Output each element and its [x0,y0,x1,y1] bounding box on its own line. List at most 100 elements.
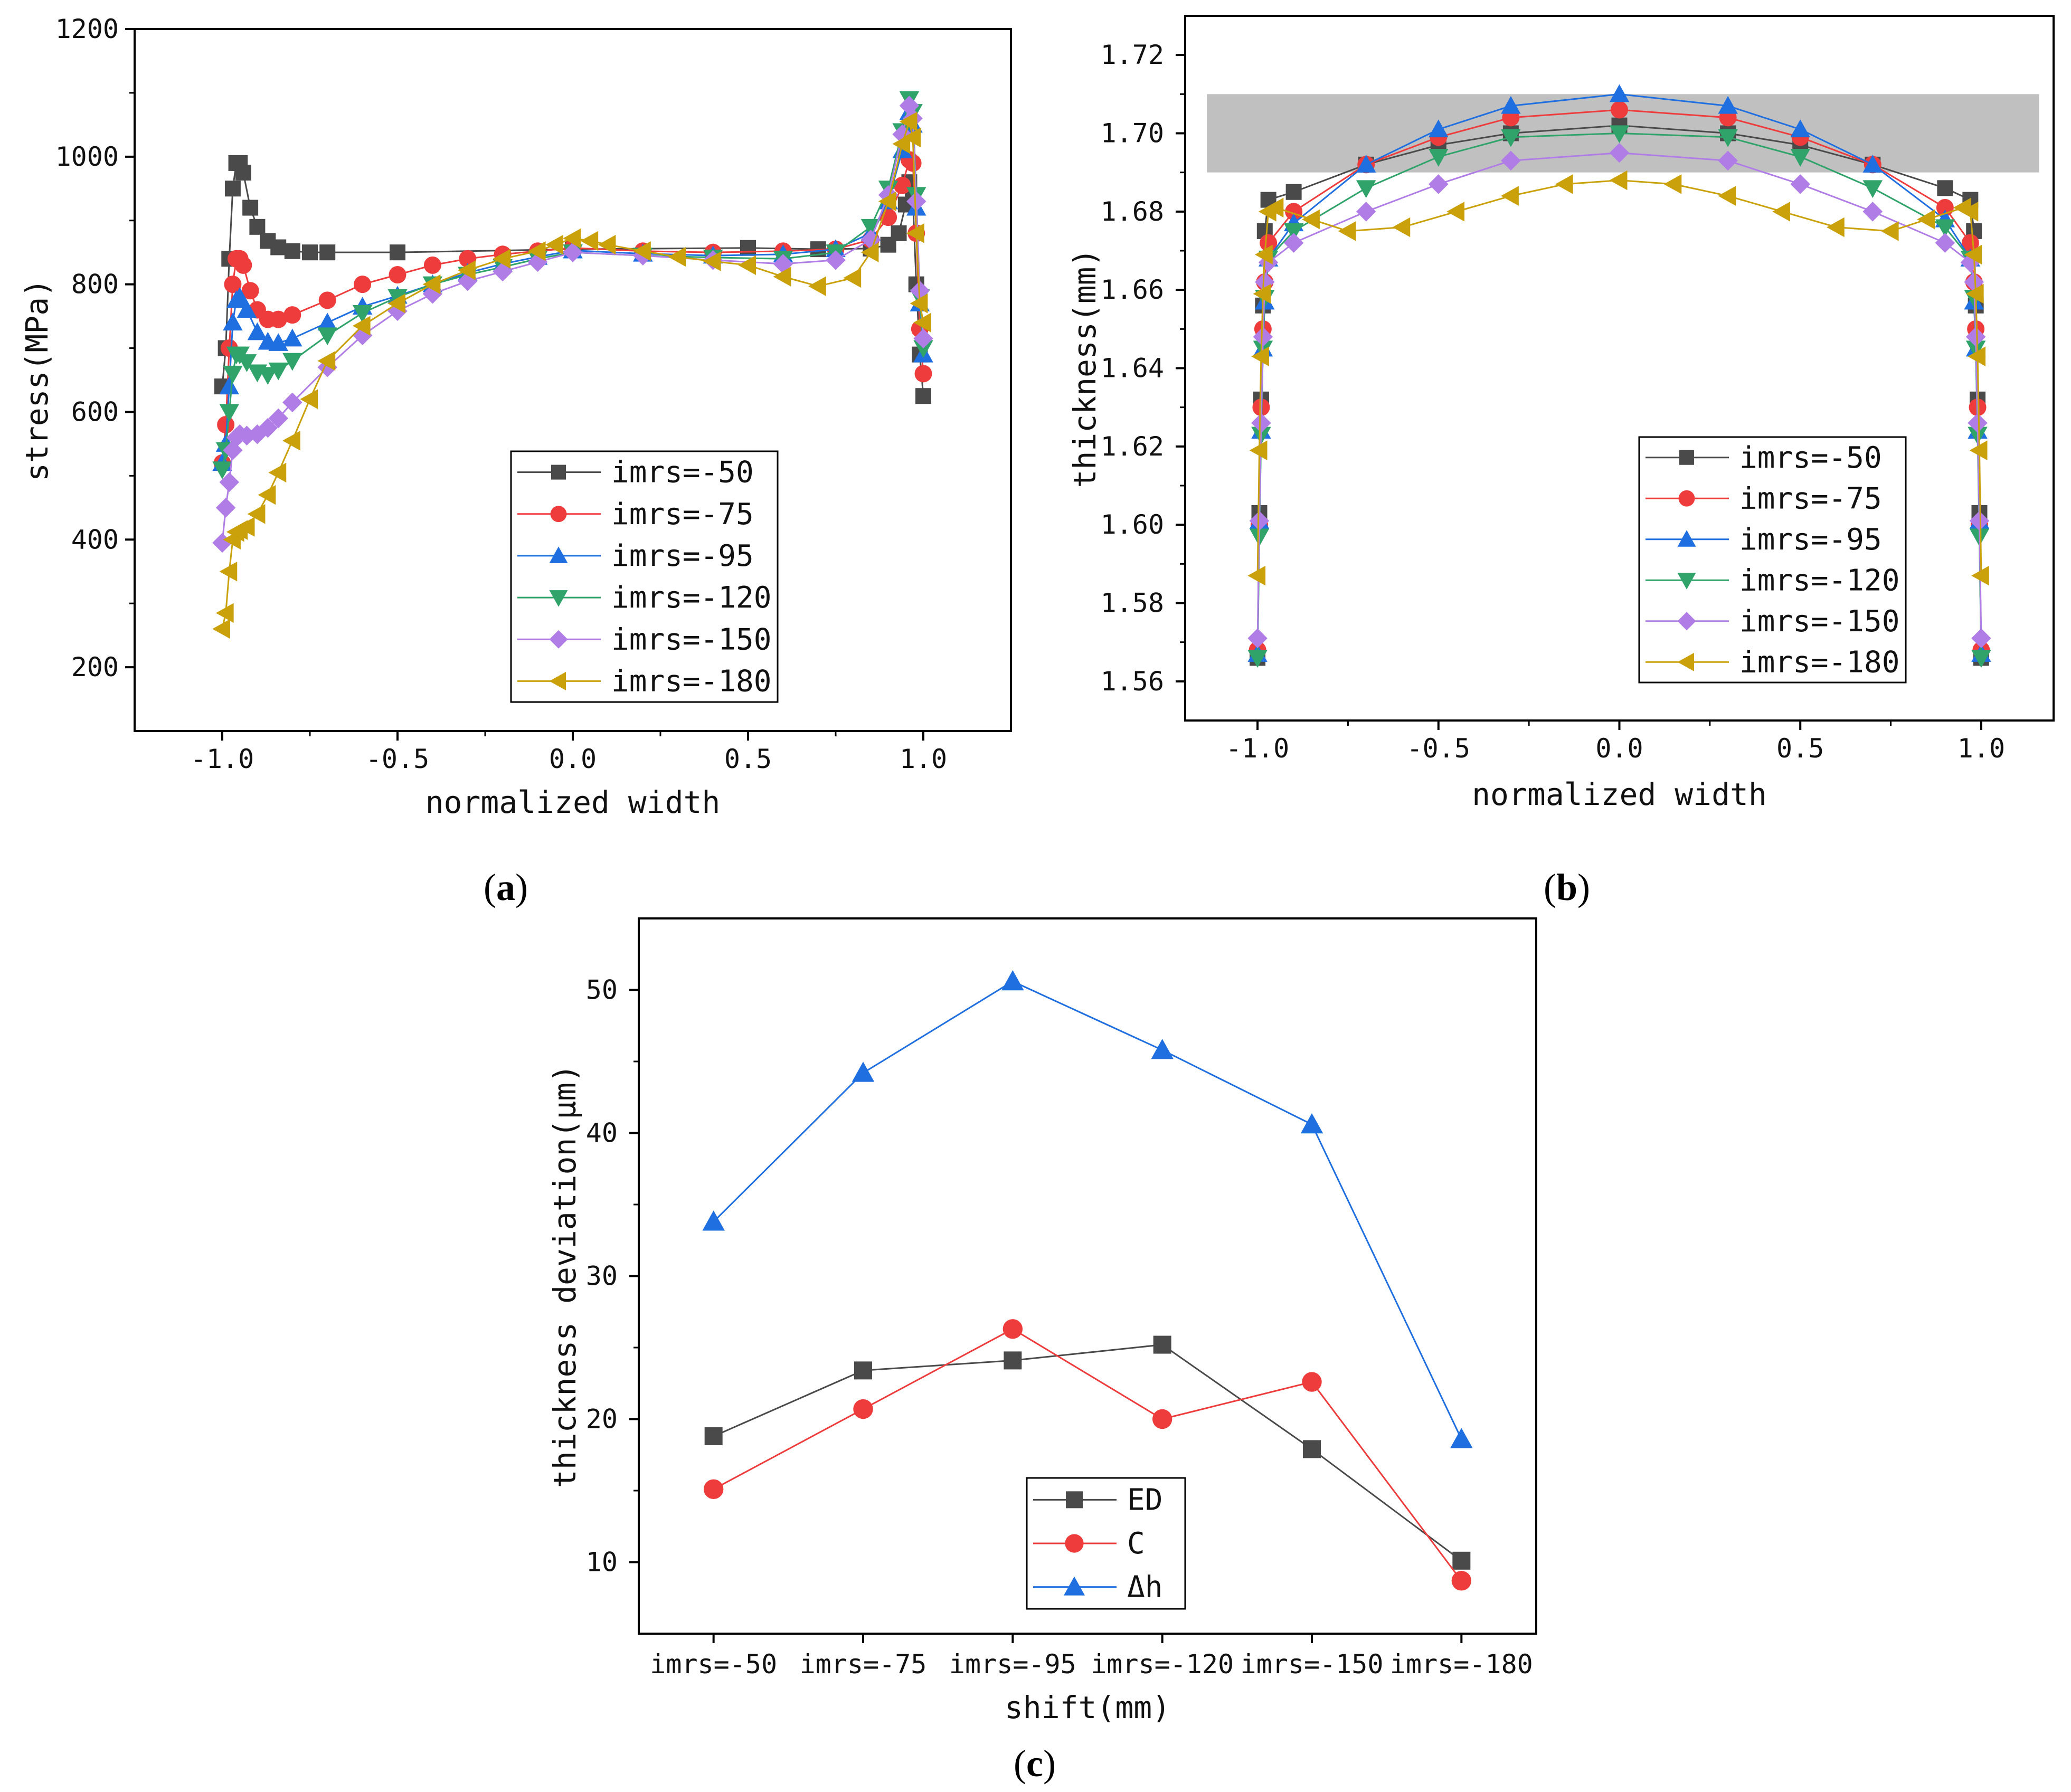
data-point-c-1-3 [1152,1409,1172,1429]
legend-marker-a-5 [549,671,566,690]
data-point-a-3-6 [237,354,257,372]
data-point-a-5-19 [545,234,563,255]
data-point-a-4-0 [212,533,232,553]
data-point-a-0-20 [891,225,907,241]
data-point-b-4-7 [1356,202,1376,222]
data-point-b-5-18 [1880,221,1899,241]
data-point-a-5-17 [493,249,511,269]
legend-label-b-0: imrs=-50 [1739,441,1882,475]
data-point-a-5-18 [527,241,546,261]
data-point-b-5-24 [1968,346,1986,366]
data-point-b-0-14 [1937,180,1953,196]
y-axis-title-b: thickness(mm) [1067,249,1103,488]
x-tick-label-a-1: -0.5 [366,744,429,774]
data-point-b-5-0 [1247,565,1266,586]
data-point-a-1-1 [217,416,235,434]
data-point-b-1-6 [1285,203,1303,221]
data-point-b-4-11 [1718,150,1738,171]
data-point-b-4-6 [1283,233,1304,253]
legend-marker-c-1 [1065,1534,1084,1553]
data-point-a-5-34 [903,127,921,148]
data-point-a-5-14 [387,293,405,314]
data-point-c-1-1 [853,1399,873,1419]
panel-label-b: (b) [1544,866,1590,908]
legend-label-a-1: imrs=-75 [611,497,754,532]
legend-marker-b-1 [1678,490,1695,507]
data-point-c-0-2 [1004,1351,1022,1370]
data-point-c-2-4 [1300,1113,1323,1134]
data-point-b-5-14 [1663,174,1682,194]
data-point-b-4-10 [1609,143,1630,163]
data-point-a-5-26 [738,255,756,276]
x-axis-title-a: normalized width [425,784,721,820]
y-tick-label-b-2: 1.60 [1101,509,1164,540]
data-point-a-4-10 [282,392,302,413]
data-point-b-3-9 [1501,129,1521,147]
data-point-a-1-14 [389,266,406,283]
data-point-a-1-31 [914,365,932,383]
data-point-b-4-20 [1971,628,1991,648]
data-point-a-2-6 [237,300,257,318]
legend-label-b-2: imrs=-95 [1739,523,1882,557]
x-tick-label-b-2: 0.0 [1595,733,1643,764]
data-point-a-5-8 [258,485,276,505]
data-point-a-1-10 [269,310,287,328]
data-point-b-5-1 [1249,440,1268,460]
data-point-b-3-8 [1429,149,1449,167]
legend-box-a [510,450,779,703]
data-point-a-5-23 [633,241,651,261]
data-point-b-5-23 [1965,283,1984,304]
data-point-a-2-3 [223,312,243,331]
series-line-c-1 [713,1328,1462,1581]
data-point-b-5-26 [1971,565,1989,586]
data-point-a-1-13 [354,276,372,293]
data-point-c-2-3 [1151,1039,1174,1059]
data-point-a-5-7 [247,504,266,524]
x-tick-label-a-0: -1.0 [191,744,254,774]
data-point-a-4-1 [215,498,236,518]
data-point-a-0-10 [270,239,287,255]
y-axis-title-c: thickness deviation(μm) [547,1064,583,1488]
data-point-c-2-0 [702,1210,725,1231]
data-point-a-4-30 [913,328,933,349]
legend-marker-c-2 [1064,1576,1085,1596]
legend-label-a-4: imrs=-150 [611,622,771,657]
panel-label-c: (c) [1014,1742,1056,1785]
y-tick-label-a-0: 200 [71,652,119,682]
data-point-a-3-12 [352,305,373,323]
y-tick-label-c-3: 40 [586,1118,618,1149]
legend-label-a-5: imrs=-180 [611,664,771,698]
data-point-b-5-11 [1501,186,1519,206]
data-point-b-5-3 [1253,283,1271,304]
data-point-a-4-9 [268,408,288,429]
data-point-a-0-6 [235,165,251,181]
data-point-b-3-12 [1790,149,1810,167]
y-tick-label-b-0: 1.56 [1101,666,1164,697]
data-point-a-0-7 [242,200,259,216]
data-point-a-3-9 [268,362,288,381]
y-tick-label-b-3: 1.62 [1101,431,1164,462]
data-point-a-5-11 [300,389,318,410]
data-point-a-2-10 [282,328,302,347]
x-category-label-c-4: imrs=-150 [1241,1649,1384,1680]
data-point-a-2-7 [247,322,268,340]
data-point-c-0-3 [1153,1335,1171,1354]
x-category-label-c-3: imrs=-120 [1091,1649,1234,1680]
data-point-b-4-8 [1429,174,1449,194]
data-point-b-5-16 [1772,202,1790,222]
data-point-c-1-2 [1003,1319,1023,1339]
data-point-c-0-5 [1452,1551,1471,1570]
legend-marker-b-5 [1677,652,1694,671]
data-point-a-0-11 [284,243,300,259]
chart-c: 10 20 30 40 50 imrs=-50 imrs=-75 imrs=-95 imrs=-… [547,917,1537,1725]
data-point-a-5-25 [703,251,721,271]
data-point-c-0-4 [1303,1440,1321,1458]
data-point-c-2-2 [1001,970,1024,991]
y-tick-label-b-7: 1.70 [1101,118,1164,149]
data-point-a-5-6 [237,517,255,537]
x-tick-label-a-4: 1.0 [900,744,947,774]
legend-label-c-1: C [1127,1526,1145,1561]
data-point-c-1-0 [703,1479,724,1499]
y-tick-label-a-2: 600 [71,396,119,427]
